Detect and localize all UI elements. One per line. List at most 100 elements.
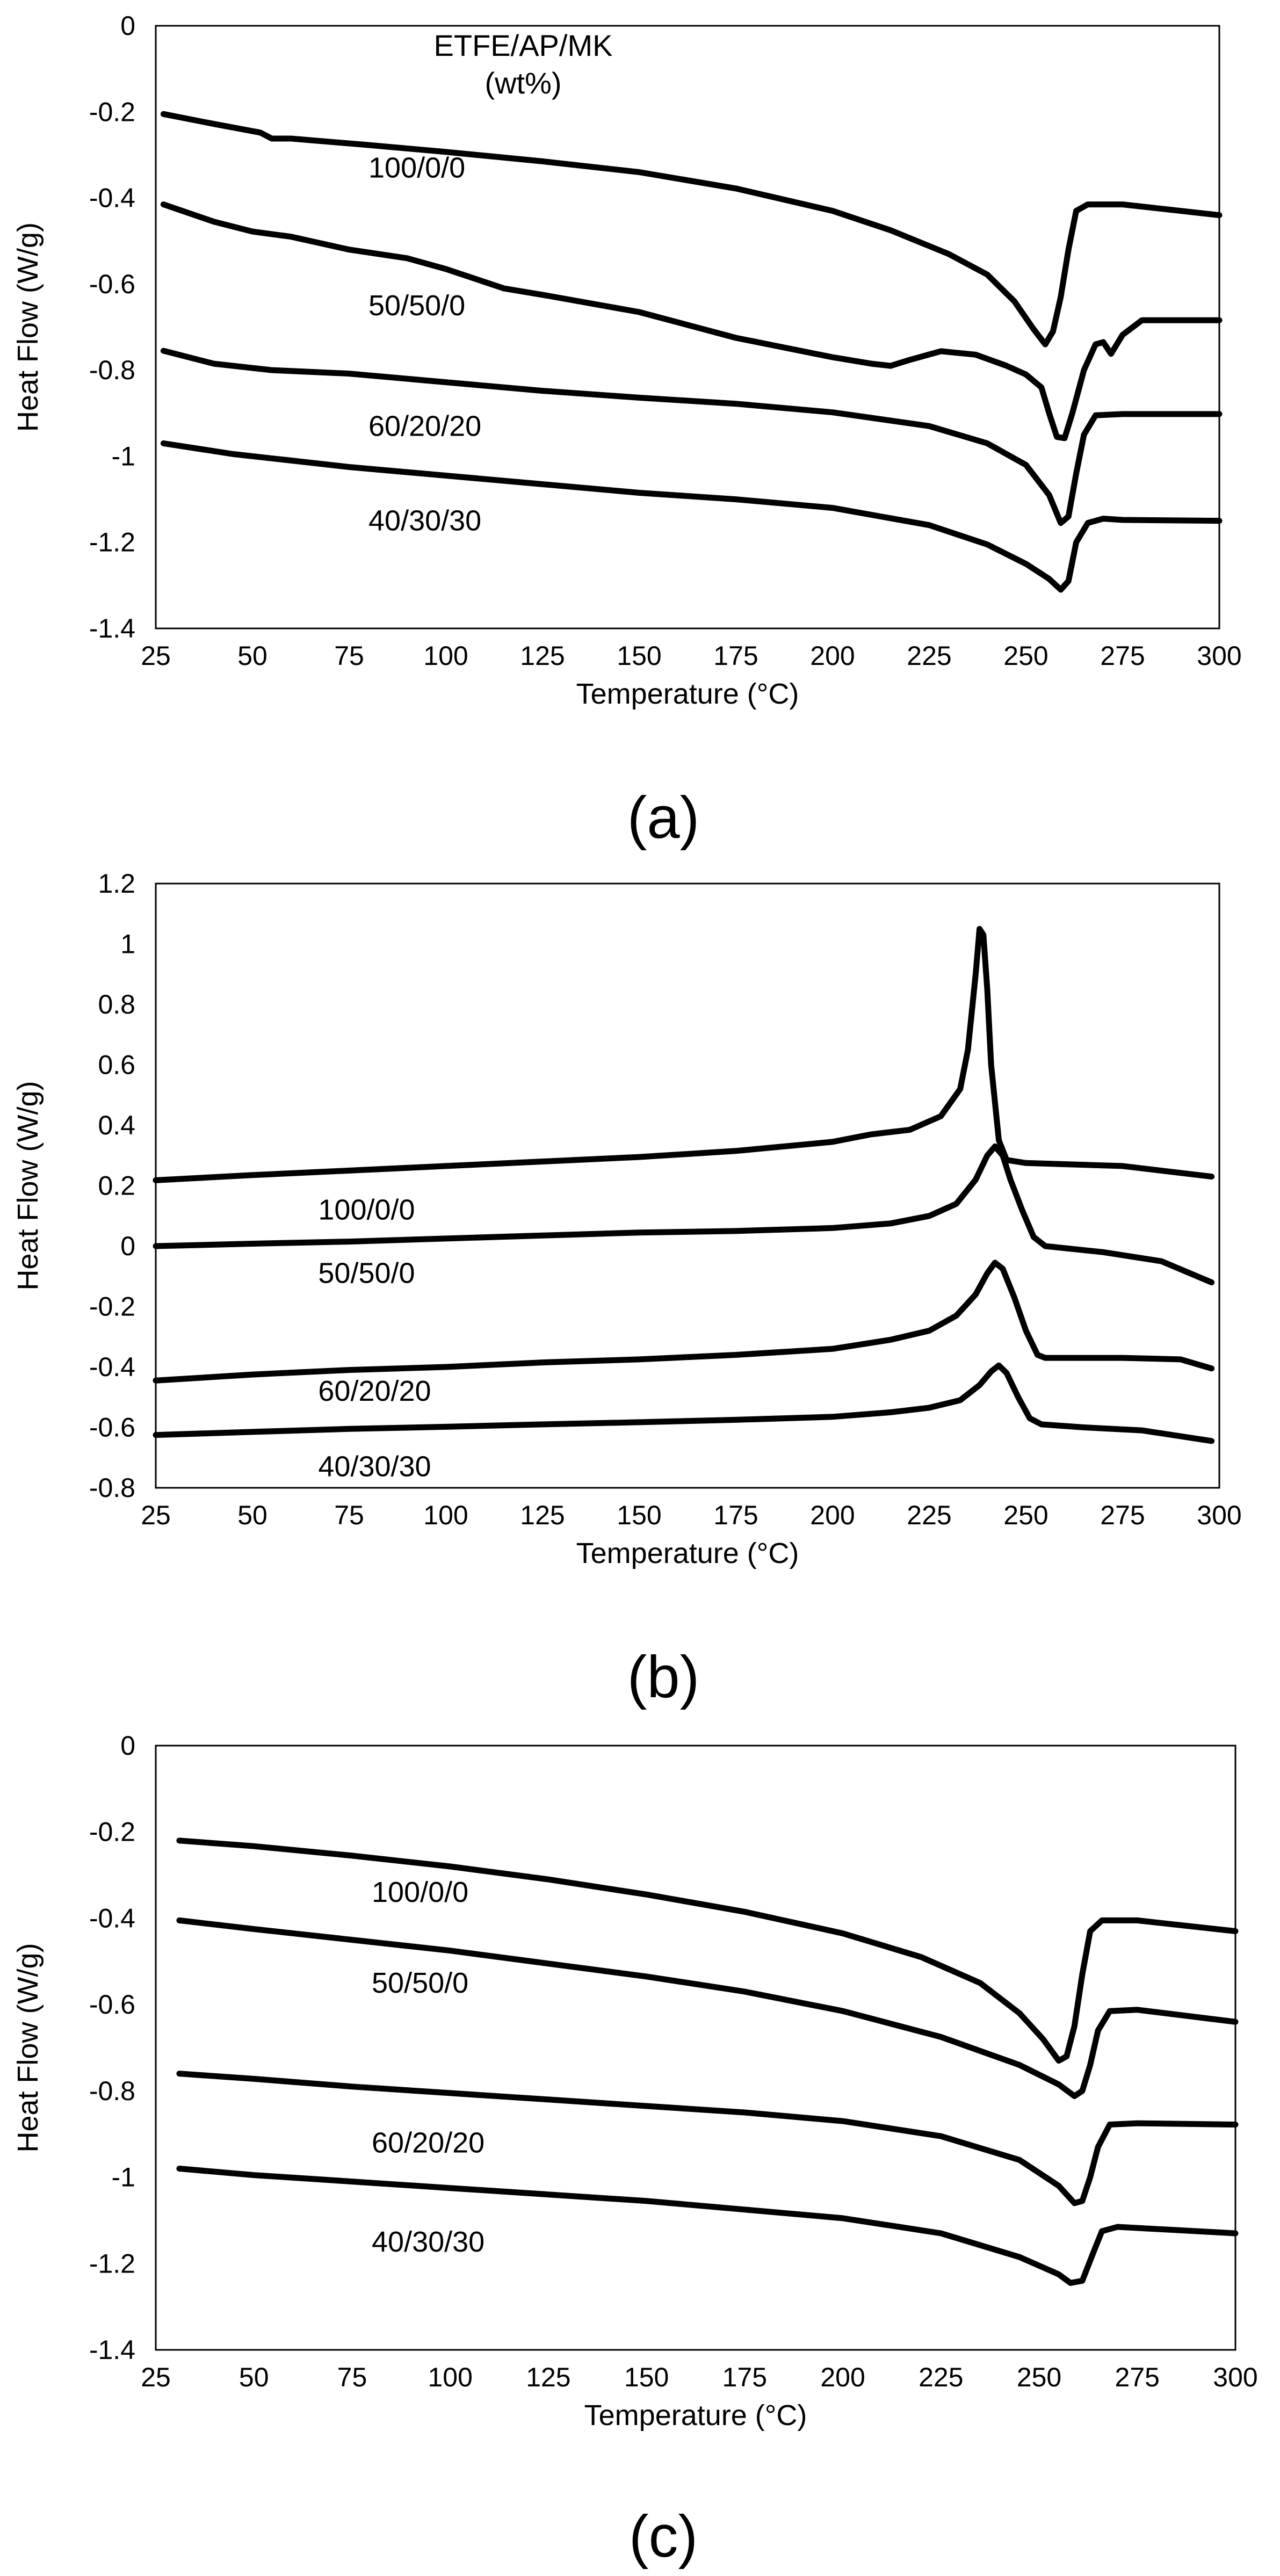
y-tick-label: -1.4 [89, 613, 135, 643]
y-tick-label: -1 [112, 2162, 135, 2193]
x-tick-label: 100 [428, 2362, 472, 2392]
legend-title: (wt%) [484, 66, 561, 100]
panel-b: 25 50 75 100 125 150 175 200 225 250 275 300 1.2 1 0.8… [12, 869, 1242, 1710]
y-tick-label: -0.8 [89, 1473, 135, 1503]
y-tick-label: 0.2 [98, 1171, 135, 1201]
x-tick-label: 50 [237, 1500, 267, 1530]
y-tick-label: -0.4 [89, 183, 135, 213]
x-tick-label: 100 [423, 1500, 468, 1530]
y-tick-label: -1.4 [89, 2335, 135, 2365]
x-tick-label: 300 [1197, 1500, 1241, 1530]
y-axis-title: Heat Flow (W/g) [12, 1943, 44, 2152]
x-tick-label: 300 [1197, 641, 1241, 671]
x-tick-label: 225 [907, 1500, 951, 1530]
x-tick-label: 225 [907, 641, 951, 671]
plot-frame [155, 1745, 1236, 2351]
x-tick-label: 150 [617, 1500, 661, 1530]
y-tick-label: -0.6 [89, 269, 135, 299]
series-label: 100/0/0 [372, 1876, 468, 1908]
series-line-40-30-30 [160, 440, 1223, 593]
y-tick-label: -1 [112, 441, 135, 471]
series-line-60-20-20 [176, 2071, 1239, 2206]
series-label: 50/50/0 [318, 1257, 415, 1290]
series-label: 100/0/0 [318, 1194, 415, 1226]
x-tick-label: 75 [334, 1500, 364, 1530]
x-tick-label: 50 [237, 641, 267, 671]
series-line-50-50-0 [160, 201, 1223, 442]
legend-title: ETFE/AP/MK [434, 28, 613, 62]
x-tick-label: 300 [1213, 2362, 1257, 2392]
y-tick-label: 0 [120, 1731, 135, 1761]
x-tick-label: 275 [1115, 2362, 1160, 2392]
series-line-60-20-20 [160, 348, 1223, 526]
series-label: 40/30/30 [318, 1451, 431, 1483]
series-label: 40/30/30 [372, 2226, 484, 2258]
series-line-50-50-0 [176, 1917, 1239, 2099]
x-tick-label: 25 [141, 641, 171, 671]
series-label: 60/20/20 [368, 410, 481, 442]
panel-caption: (b) [627, 1644, 699, 1710]
y-tick-label: 1.2 [98, 869, 135, 899]
x-tick-label: 125 [520, 1500, 565, 1530]
series-line-50-50-0 [153, 1143, 1215, 1285]
y-tick-label: -0.2 [89, 97, 135, 127]
series-line-40-30-30 [176, 2166, 1239, 2286]
x-tick-label: 50 [239, 2362, 269, 2392]
y-tick-label: -0.6 [89, 1413, 135, 1443]
x-tick-label: 250 [1017, 2362, 1061, 2392]
x-tick-label: 75 [334, 641, 364, 671]
plot-frame [155, 882, 1220, 1489]
x-tick-label: 125 [526, 2362, 570, 2392]
series-label: 60/20/20 [318, 1375, 431, 1407]
x-tick-label: 25 [141, 1500, 171, 1530]
x-tick-label: 250 [1003, 641, 1048, 671]
y-tick-label: -0.6 [89, 1989, 135, 2020]
y-tick-label: -0.4 [89, 1903, 135, 1933]
y-tick-label: -1.2 [89, 2248, 135, 2278]
x-tick-label: 225 [919, 2362, 963, 2392]
x-tick-label: 150 [624, 2362, 669, 2392]
panel-c: 25 50 75 100 125 150 175 200 225 250 275 300 0 -0.2 -0… [12, 1731, 1258, 2570]
panel-caption: (c) [629, 2503, 698, 2570]
series-label: 60/20/20 [372, 2126, 484, 2159]
y-tick-label: 0 [120, 1231, 135, 1261]
y-tick-label: -0.2 [89, 1817, 135, 1847]
y-tick-label: -0.8 [89, 355, 135, 385]
x-tick-label: 150 [617, 641, 661, 671]
x-tick-label: 200 [820, 2362, 865, 2392]
x-tick-label: 275 [1100, 1500, 1145, 1530]
x-tick-label: 250 [1003, 1500, 1048, 1530]
x-tick-label: 175 [713, 1500, 758, 1530]
y-tick-label: 0.6 [98, 1050, 135, 1080]
series-line-60-20-20 [153, 1260, 1215, 1384]
series-label: 50/50/0 [372, 1967, 468, 1999]
x-tick-label: 175 [722, 2362, 767, 2392]
x-tick-label: 25 [141, 2362, 171, 2392]
y-tick-label: -0.8 [89, 2076, 135, 2106]
series-line-40-30-30 [153, 1362, 1215, 1444]
panel-caption: (a) [627, 785, 699, 851]
y-axis-title: Heat Flow (W/g) [12, 222, 44, 432]
x-tick-label: 100 [423, 641, 468, 671]
y-tick-label: 0 [120, 11, 135, 41]
y-tick-label: 0.8 [98, 989, 135, 1019]
plot-frame [155, 25, 1220, 629]
x-axis-title: Temperature (°C) [576, 1537, 799, 1569]
x-axis-title: Temperature (°C) [576, 678, 799, 710]
series-line-100-0-0 [176, 1837, 1239, 2064]
y-tick-label: 0.4 [98, 1110, 135, 1140]
y-axis-title: Heat Flow (W/g) [12, 1081, 44, 1290]
series-label: 40/30/30 [368, 505, 481, 537]
series-line-100-0-0 [153, 925, 1215, 1183]
x-tick-label: 200 [810, 1500, 855, 1530]
x-tick-label: 200 [810, 641, 855, 671]
y-tick-label: 1 [120, 929, 135, 959]
x-axis-title: Temperature (°C) [584, 2399, 807, 2432]
series-line-100-0-0 [160, 111, 1223, 348]
y-tick-label: -1.2 [89, 527, 135, 558]
x-tick-label: 125 [520, 641, 565, 671]
series-label: 50/50/0 [368, 290, 465, 322]
x-tick-label: 275 [1100, 641, 1145, 671]
panel-a: 25 50 75 100 125 150 175 200 225 250 275 300 0 -0.2 -0… [12, 11, 1242, 851]
